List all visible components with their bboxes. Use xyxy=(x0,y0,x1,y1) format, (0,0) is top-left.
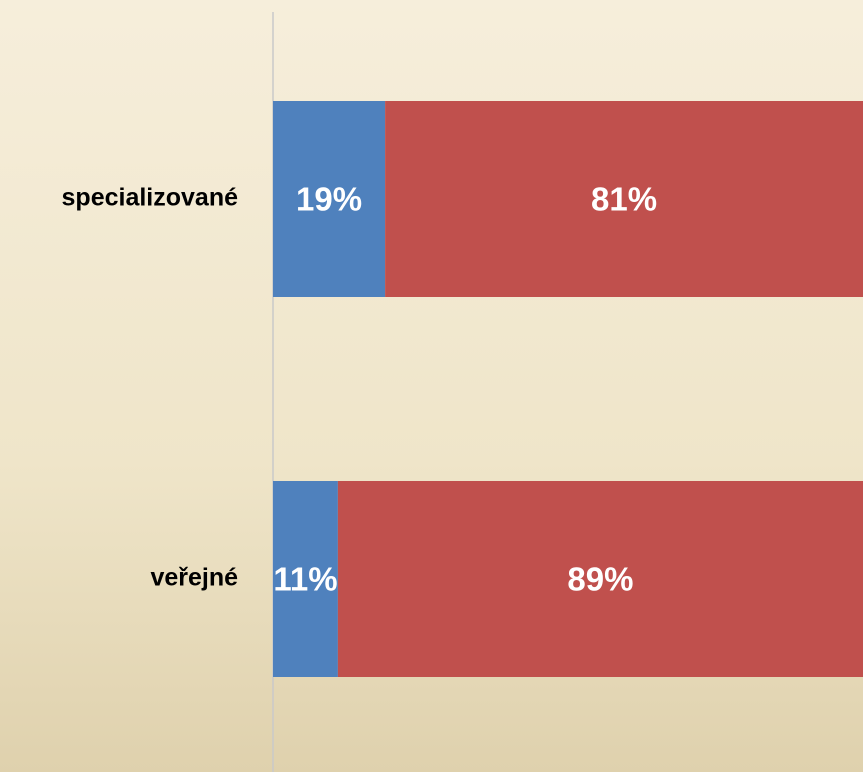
bar-segment xyxy=(385,101,863,297)
bar-segment xyxy=(273,481,338,677)
category-label: specializované xyxy=(62,184,239,212)
bar-segment xyxy=(273,101,386,297)
data-label: 89% xyxy=(567,561,633,598)
data-label: 11% xyxy=(273,561,337,598)
bar-segment xyxy=(337,481,863,677)
category-label: veřejné xyxy=(150,564,238,592)
data-label: 81% xyxy=(591,181,657,218)
data-label: 19% xyxy=(296,181,362,218)
